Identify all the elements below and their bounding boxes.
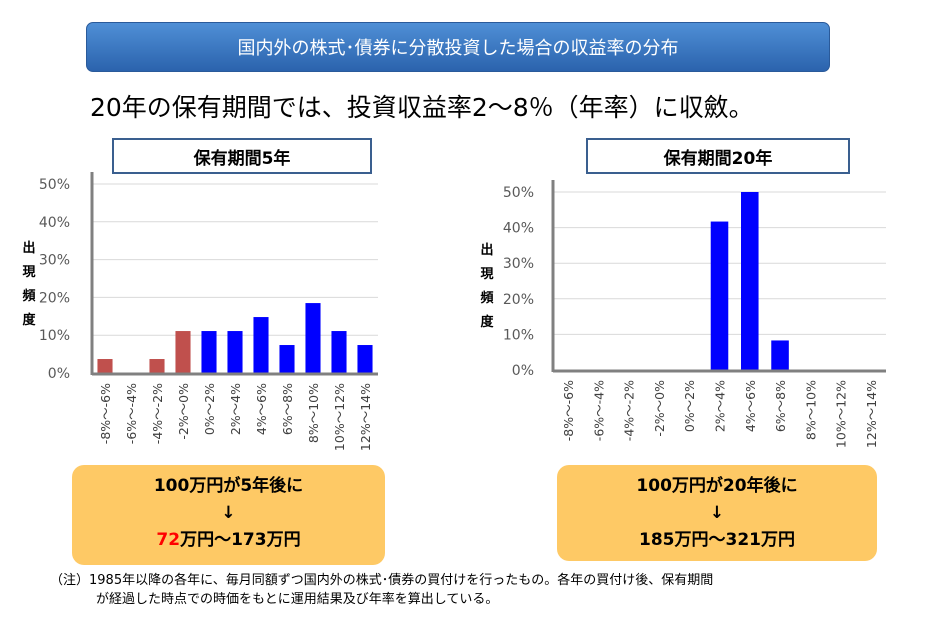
x-tick-label: 10%～12% xyxy=(834,380,849,448)
x-tick-label: -6%～-4% xyxy=(124,383,139,444)
bar xyxy=(175,331,191,373)
y-tick-label: 10% xyxy=(503,327,534,343)
y-tick-label: 20% xyxy=(503,292,534,308)
x-tick-label: -8%～-6% xyxy=(98,383,113,444)
bar xyxy=(97,359,113,373)
chart-title-5y: 保有期間5年 xyxy=(112,138,372,174)
box20-range: 185万円～321万円 xyxy=(639,530,795,550)
bar xyxy=(331,331,347,373)
chart-title-20y: 保有期間20年 xyxy=(586,138,850,174)
y-tick-label: 0% xyxy=(512,363,534,379)
y-tick-label: 30% xyxy=(39,253,70,269)
result-box-20y: 100万円が20年後に ↓ 185万円～321万円 xyxy=(557,465,877,561)
x-tick-label: 12%～14% xyxy=(358,383,373,451)
y-tick-label: 10% xyxy=(39,328,70,344)
x-tick-label: 12%～14% xyxy=(864,380,879,448)
bar xyxy=(740,192,759,370)
x-tick-label: 2%～4% xyxy=(228,383,243,435)
box5-low: 72 xyxy=(156,530,181,550)
bar xyxy=(149,359,165,373)
y-tick-label: 50% xyxy=(39,177,70,193)
footnote-line2: が経過した時点での時価をもとに運用結果及び年率を算出している。 xyxy=(96,592,499,607)
footnote: （注）1985年以降の各年に、毎月同額ずつ国内外の株式･債券の買付けを行ったもの… xyxy=(50,571,713,609)
x-tick-label: 2%～4% xyxy=(713,380,728,432)
x-tick-label: 10%～12% xyxy=(332,383,347,451)
down-arrow-icon: ↓ xyxy=(709,503,725,523)
box20-line1: 100万円が20年後に xyxy=(636,476,798,496)
x-tick-label: -4%～-2% xyxy=(622,380,637,441)
y-axis-label-5y: 出現頻度 xyxy=(22,241,36,328)
y-tick-label: 30% xyxy=(503,256,534,272)
y-tick-label: 20% xyxy=(39,290,70,306)
result-box-5y: 100万円が5年後に ↓ 72万円～173万円 xyxy=(72,465,385,565)
y-tick-label: 0% xyxy=(48,366,70,382)
bar xyxy=(279,345,295,373)
bar xyxy=(771,340,789,370)
bar xyxy=(227,331,243,373)
bar xyxy=(357,345,373,373)
x-tick-label: -8%～-6% xyxy=(561,380,576,441)
box5-line1: 100万円が5年後に xyxy=(153,476,304,496)
y-tick-label: 40% xyxy=(503,221,534,237)
x-tick-label: -2%～0% xyxy=(176,383,191,440)
headline: 20年の保有期間では、投資収益率2～8％（年率）に収斂。 xyxy=(90,93,754,122)
bar xyxy=(201,331,217,373)
slide-banner: 国内外の株式･債券に分散投資した場合の収益率の分布 xyxy=(86,22,830,72)
x-tick-label: -6%～-4% xyxy=(591,380,606,441)
y-tick-label: 50% xyxy=(503,185,534,201)
bar xyxy=(253,317,269,373)
x-tick-label: 6%～8% xyxy=(773,380,788,432)
y-tick-label: 40% xyxy=(39,215,70,231)
box5-rest: 万円～173万円 xyxy=(180,530,301,550)
bar xyxy=(710,221,729,370)
x-tick-label: 0%～2% xyxy=(682,380,697,432)
x-tick-label: 6%～8% xyxy=(280,383,295,435)
x-tick-label: 4%～6% xyxy=(254,383,269,435)
footnote-line1: （注）1985年以降の各年に、毎月同額ずつ国内外の株式･債券の買付けを行ったもの… xyxy=(50,573,714,588)
box5-range: 72万円～173万円 xyxy=(72,527,385,554)
x-tick-label: 8%～10% xyxy=(803,380,818,440)
x-tick-label: 8%～10% xyxy=(306,383,321,443)
bar xyxy=(305,303,321,373)
x-tick-label: -2%～0% xyxy=(652,380,667,437)
down-arrow-icon: ↓ xyxy=(221,503,236,523)
x-tick-label: 0%～2% xyxy=(202,383,217,435)
x-tick-label: 4%～6% xyxy=(743,380,758,432)
x-tick-label: -4%～-2% xyxy=(150,383,165,444)
y-axis-label-20y: 出現頻度 xyxy=(480,243,494,330)
